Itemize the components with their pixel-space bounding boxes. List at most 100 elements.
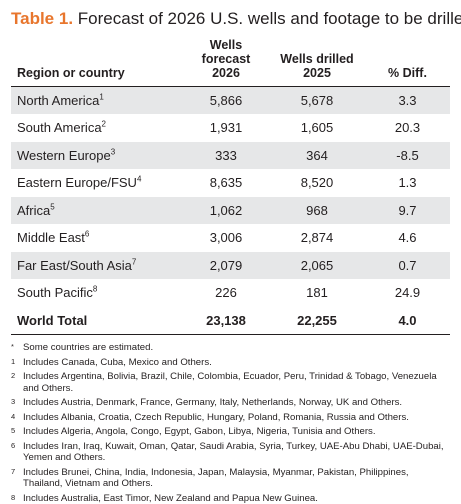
cell-diff: 20.3 bbox=[365, 114, 450, 142]
table-row: Far East/South Asia7 2,079 2,065 0.7 bbox=[11, 252, 450, 280]
footnote-text: Includes Brunei, China, India, Indonesia… bbox=[23, 467, 450, 490]
cell-drilled: 8,520 bbox=[269, 169, 365, 197]
footnote-text: Includes Albania, Croatia, Czech Republi… bbox=[23, 412, 450, 424]
cell-forecast: 226 bbox=[183, 279, 269, 307]
cell-drilled: 1,605 bbox=[269, 114, 365, 142]
table-title: Table 1. Forecast of 2026 U.S. wells and… bbox=[11, 8, 450, 30]
footnote-mark: 2 bbox=[11, 371, 23, 394]
footnote-ref: 5 bbox=[50, 202, 54, 211]
footnote-mark: 7 bbox=[11, 467, 23, 490]
footnote: *Some countries are estimated. bbox=[11, 342, 450, 354]
region-name: Africa bbox=[17, 203, 50, 218]
header-region: Region or country bbox=[11, 36, 183, 87]
footnote-mark: 4 bbox=[11, 412, 23, 424]
header-wells-forecast-line2: 2026 bbox=[212, 66, 240, 80]
cell-diff: 4.6 bbox=[365, 224, 450, 252]
header-pct-diff: % Diff. bbox=[365, 36, 450, 87]
table-row: Middle East6 3,006 2,874 4.6 bbox=[11, 224, 450, 252]
cell-region: South Pacific8 bbox=[11, 279, 183, 307]
cell-drilled: 364 bbox=[269, 142, 365, 170]
total-region: World Total bbox=[11, 307, 183, 335]
footnote-mark: 5 bbox=[11, 426, 23, 438]
cell-region: Eastern Europe/FSU4 bbox=[11, 169, 183, 197]
footnote-text: Some countries are estimated. bbox=[23, 342, 450, 354]
table-row: Africa5 1,062 968 9.7 bbox=[11, 197, 450, 225]
total-forecast: 23,138 bbox=[183, 307, 269, 335]
wells-forecast-table: Region or country Wells forecast 2026 We… bbox=[11, 36, 450, 335]
header-wells-forecast: Wells forecast 2026 bbox=[183, 36, 269, 87]
table-row: Eastern Europe/FSU4 8,635 8,520 1.3 bbox=[11, 169, 450, 197]
cell-region: Far East/South Asia7 bbox=[11, 252, 183, 280]
region-name: Eastern Europe/FSU bbox=[17, 175, 137, 190]
cell-forecast: 1,062 bbox=[183, 197, 269, 225]
cell-diff: 24.9 bbox=[365, 279, 450, 307]
footnote-mark: 1 bbox=[11, 357, 23, 369]
footnote-text: Includes Austria, Denmark, France, Germa… bbox=[23, 397, 450, 409]
cell-region: North America1 bbox=[11, 87, 183, 115]
cell-forecast: 5,866 bbox=[183, 87, 269, 115]
total-drilled: 22,255 bbox=[269, 307, 365, 335]
footnote-mark: 3 bbox=[11, 397, 23, 409]
cell-region: Africa5 bbox=[11, 197, 183, 225]
cell-forecast: 8,635 bbox=[183, 169, 269, 197]
cell-region: Western Europe3 bbox=[11, 142, 183, 170]
header-wells-drilled: Wells drilled 2025 bbox=[269, 36, 365, 87]
cell-diff: 0.7 bbox=[365, 252, 450, 280]
region-name: Middle East bbox=[17, 230, 85, 245]
footnote-mark: 6 bbox=[11, 441, 23, 464]
table-title-text: Forecast of 2026 U.S. wells and footage … bbox=[78, 9, 461, 28]
cell-drilled: 2,065 bbox=[269, 252, 365, 280]
header-wells-drilled-line2: 2025 bbox=[303, 66, 331, 80]
cell-diff: -8.5 bbox=[365, 142, 450, 170]
table-row: South Pacific8 226 181 24.9 bbox=[11, 279, 450, 307]
cell-region: Middle East6 bbox=[11, 224, 183, 252]
table-row: North America1 5,866 5,678 3.3 bbox=[11, 87, 450, 115]
footnote-text: Includes Canada, Cuba, Mexico and Others… bbox=[23, 357, 450, 369]
cell-diff: 3.3 bbox=[365, 87, 450, 115]
table-row: Western Europe3 333 364 -8.5 bbox=[11, 142, 450, 170]
footnote-text: Includes Argentina, Bolivia, Brazil, Chi… bbox=[23, 371, 450, 394]
header-wells-drilled-line1: Wells drilled bbox=[280, 52, 353, 66]
header-wells-forecast-line1: Wells forecast bbox=[202, 38, 251, 66]
footnote-ref: 8 bbox=[93, 285, 97, 294]
header-row: Region or country Wells forecast 2026 We… bbox=[11, 36, 450, 87]
total-diff: 4.0 bbox=[365, 307, 450, 335]
table-row: South America2 1,931 1,605 20.3 bbox=[11, 114, 450, 142]
region-name: Western Europe bbox=[17, 148, 111, 163]
region-name: South Pacific bbox=[17, 285, 93, 300]
cell-region: South America2 bbox=[11, 114, 183, 142]
total-row: World Total 23,138 22,255 4.0 bbox=[11, 307, 450, 335]
cell-drilled: 5,678 bbox=[269, 87, 365, 115]
region-name: North America bbox=[17, 93, 99, 108]
region-name: South America bbox=[17, 120, 102, 135]
cell-forecast: 1,931 bbox=[183, 114, 269, 142]
footnote-ref: 6 bbox=[85, 230, 89, 239]
footnote-mark: 8 bbox=[11, 493, 23, 504]
cell-diff: 1.3 bbox=[365, 169, 450, 197]
footnote-ref: 1 bbox=[99, 92, 103, 101]
footnote-ref: 7 bbox=[132, 257, 136, 266]
cell-forecast: 2,079 bbox=[183, 252, 269, 280]
footnote-text: Includes Australia, East Timor, New Zeal… bbox=[23, 493, 450, 504]
footnote-mark: * bbox=[11, 342, 23, 354]
cell-drilled: 968 bbox=[269, 197, 365, 225]
cell-forecast: 333 bbox=[183, 142, 269, 170]
footnote-text: Includes Iran, Iraq, Kuwait, Oman, Qatar… bbox=[23, 441, 450, 464]
cell-diff: 9.7 bbox=[365, 197, 450, 225]
footnote-ref: 3 bbox=[111, 147, 115, 156]
region-name: Far East/South Asia bbox=[17, 258, 132, 273]
footnote-ref: 4 bbox=[137, 175, 141, 184]
table-number: Table 1. bbox=[11, 9, 73, 28]
footnote-ref: 2 bbox=[102, 120, 106, 129]
cell-forecast: 3,006 bbox=[183, 224, 269, 252]
